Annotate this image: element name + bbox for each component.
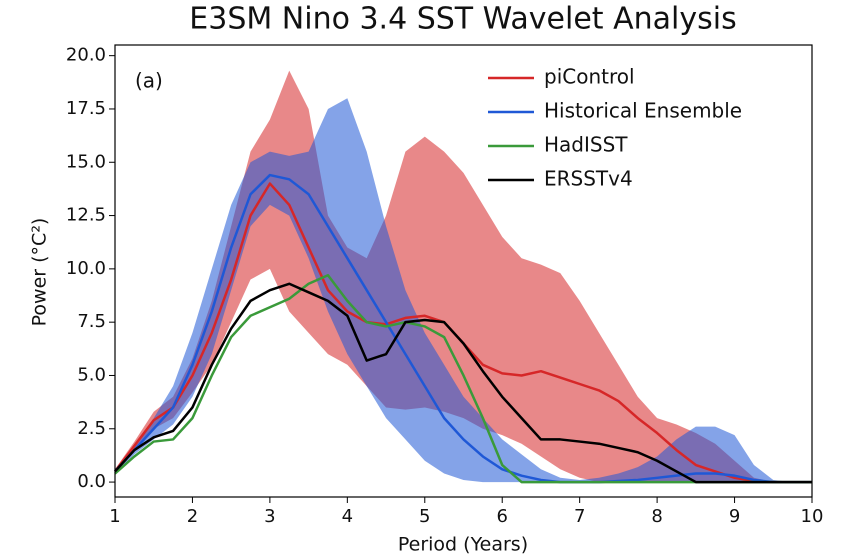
uncertainty-band: [115, 98, 812, 483]
x-axis-label: Period (Years): [398, 534, 528, 556]
series-line: [114, 282, 812, 484]
legend-label: HadISST: [544, 133, 628, 157]
legend-label: ERSSTv4: [544, 167, 633, 191]
legend-label: Historical Ensemble: [544, 99, 742, 123]
x-tick-label: 10: [801, 506, 824, 527]
annotation: (a): [135, 69, 163, 93]
y-tick-label: 10.0: [66, 258, 106, 279]
x-tick-label: 4: [342, 506, 353, 527]
y-tick-label: 15.0: [66, 151, 106, 172]
y-axis-label: Power (°C²): [29, 218, 51, 327]
chart-title: E3SM Nino 3.4 SST Wavelet Analysis: [189, 2, 736, 37]
y-tick-label: 7.5: [77, 311, 106, 332]
y-tick-label: 20.0: [66, 45, 106, 66]
legend-label: piControl: [544, 65, 635, 89]
y-tick-label: 2.5: [77, 418, 106, 439]
plot-frame: [114, 44, 813, 498]
x-tick-label: 5: [419, 506, 430, 527]
x-tick-label: 8: [651, 506, 662, 527]
y-tick-label: 5.0: [77, 364, 106, 385]
series-line: [114, 173, 812, 484]
y-tick-label: 17.5: [66, 98, 106, 119]
x-tick-label: 6: [496, 506, 507, 527]
x-tick-label: 2: [187, 506, 198, 527]
x-tick-label: 7: [574, 506, 585, 527]
x-tick-label: 1: [109, 506, 120, 527]
y-tick-label: 12.5: [66, 205, 106, 226]
x-tick-label: 9: [729, 506, 740, 527]
y-tick-label: 0.0: [77, 471, 106, 492]
x-tick-label: 3: [264, 506, 275, 527]
